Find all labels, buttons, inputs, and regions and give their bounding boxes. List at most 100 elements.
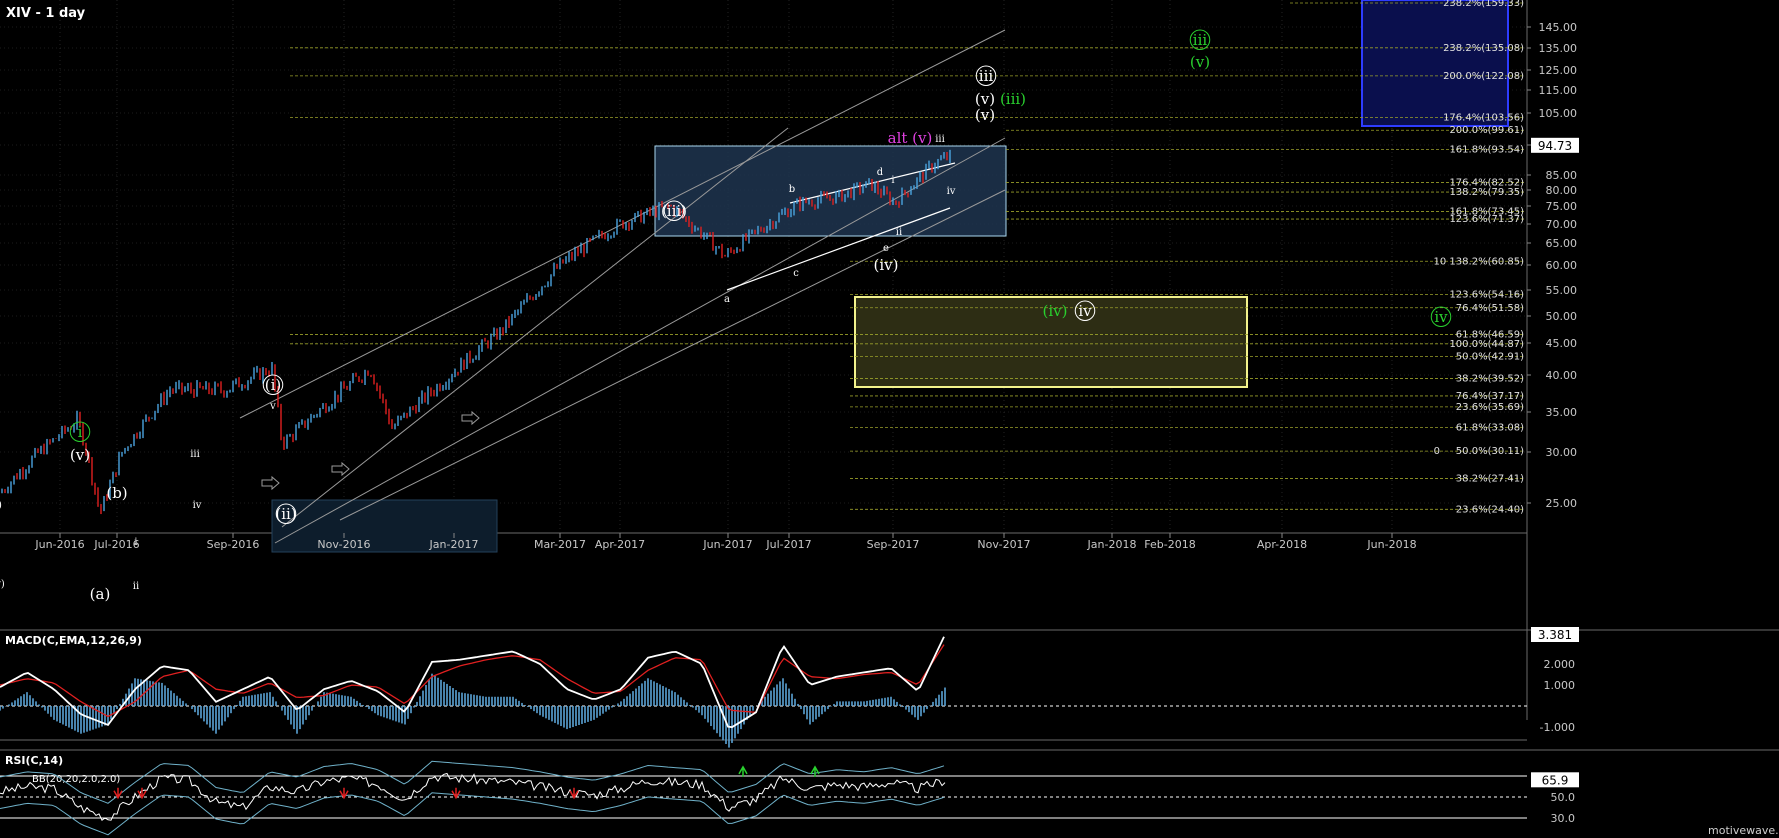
wave-label: (v): [975, 106, 995, 124]
chart-title: XIV - 1 day: [6, 6, 86, 21]
arrow-marker: [331, 461, 350, 477]
wave-label: c: [793, 268, 799, 279]
fib-label: 23.6%(24.40): [1456, 504, 1524, 515]
fib-label: 76.4%(37.17): [1456, 391, 1524, 402]
fib-label: 123.6%(54.16): [1449, 289, 1524, 300]
wave-label: ): [0, 500, 2, 511]
macd-signal-line: [0, 644, 945, 718]
rsi-signal-arrow: [569, 787, 579, 800]
wave-label: (v): [975, 90, 995, 108]
fib-label: 50.0%(30.11): [1456, 446, 1524, 457]
wave-label: (iii): [1000, 90, 1026, 108]
macd-title: MACD(C,EMA,12,26,9): [5, 634, 142, 647]
rsi-last-label: 65.9: [1542, 773, 1569, 787]
navy-target-box: [1361, 0, 1509, 127]
rsi-signal-arrow: [339, 787, 349, 800]
x-tick-label: Jan-2018: [1087, 538, 1137, 551]
fib-label: 200.0%(122.08): [1443, 71, 1524, 82]
rsi-tick-label: 30.0: [1551, 812, 1576, 825]
support-box: [271, 499, 498, 553]
fib-label: 200.0%(99.61): [1449, 125, 1524, 136]
y-tick-label: 65.00: [1546, 237, 1578, 250]
y-tick-label: 45.00: [1546, 337, 1578, 350]
y-tick-label: 75.00: [1546, 200, 1578, 213]
wave-label: b: [789, 184, 795, 195]
rsi-signal-arrow: [738, 765, 748, 777]
x-tick-label: Jun-2018: [1366, 538, 1416, 551]
x-tick-label: Jul-2016: [93, 538, 139, 551]
rsi-bb-lower: [0, 792, 945, 836]
y-tick-label: 125.00: [1539, 64, 1578, 77]
y-tick-label: 55.00: [1546, 284, 1578, 297]
x-tick-label: Jan-2017: [429, 538, 479, 551]
wave-circle: [1430, 306, 1452, 327]
wave-label: iii: [979, 67, 994, 85]
fib-label: 50.0%(42.91): [1456, 351, 1524, 362]
fib-label: 238.2%(159.33): [1443, 0, 1524, 9]
x-tick-label: Mar-2017: [534, 538, 586, 551]
y-tick-label: 50.00: [1546, 310, 1578, 323]
wave-label: iv: [193, 500, 202, 511]
fib-label: 123.6%(71.37): [1449, 214, 1524, 225]
fib-label: 38.2%(27.41): [1456, 473, 1524, 484]
y-tick-label: 35.00: [1546, 406, 1578, 419]
fib-label: 176.4%(82.52): [1449, 177, 1524, 188]
fib-label: 238.2%(135.08): [1443, 43, 1524, 54]
x-tick-label: Sep-2016: [207, 538, 260, 551]
y-axis: 25.00 30.00 35.00 40.00 45.00 50.00 55.00 60.00…: [1527, 21, 1579, 510]
macd-last-badge: [1531, 626, 1579, 642]
wave-label: ii: [896, 227, 902, 238]
wave-circle: [1189, 29, 1211, 50]
wave-label: iv: [947, 186, 956, 197]
rsi-panel[interactable]: RSI(C,14) BB(20,20,2.0,2.0) 50.0 30.0 65.9: [0, 749, 1779, 836]
fib-label: 61.8%(33.08): [1456, 422, 1524, 433]
fib-label: 138.2%(79.35): [1449, 187, 1524, 198]
wave-label: i: [134, 537, 137, 548]
macd-last-label: 3.381: [1538, 628, 1572, 642]
fib-label: 176.4%(103.56): [1443, 113, 1524, 124]
trend-channels: [239, 29, 1006, 544]
yellow-target-box: [854, 296, 1248, 388]
wave-label: alt (v): [888, 129, 933, 147]
x-tick-label: Jun-2016: [34, 538, 84, 551]
x-tick-label: Apr-2017: [595, 538, 645, 551]
rsi-title: RSI(C,14): [5, 754, 63, 767]
wave-circle: [262, 374, 284, 395]
wave-label: iv: [1078, 302, 1092, 320]
y-tick-label: 60.00: [1546, 259, 1578, 272]
wave-label: (iv): [874, 256, 899, 274]
x-tick-label: Jul-2017: [765, 538, 811, 551]
grid: [0, 0, 1528, 720]
y-tick-label: 105.00: [1539, 107, 1578, 120]
rsi-bb-legend: BB(20,20,2.0,2.0): [32, 774, 120, 785]
wave-label: (iii): [661, 202, 687, 220]
y-tick-label: 145.00: [1539, 21, 1578, 34]
rsi-signal-arrow: [451, 787, 461, 800]
fib-label: 61.8%(46.59): [1456, 329, 1524, 340]
y-tick-label: 30.00: [1546, 446, 1578, 459]
wave-label: (v): [1190, 53, 1210, 71]
price-bars[interactable]: [1, 149, 951, 515]
wave-circle: [975, 65, 997, 86]
fib-label: 0: [1434, 446, 1440, 457]
y-tick-label: 85.00: [1546, 169, 1578, 182]
rsi-bb-upper: [0, 760, 945, 804]
wave-label: a: [724, 294, 730, 305]
x-tick-label: Feb-2018: [1144, 538, 1195, 551]
channel-line: [339, 189, 1006, 521]
fib-label: 23.6%(35.69): [1456, 402, 1524, 413]
fib-label: 76.4%(51.58): [1456, 303, 1524, 314]
wave-label: v): [0, 579, 5, 590]
blue-target-box: [654, 145, 1007, 237]
last-price-badge: [1531, 137, 1579, 153]
rsi-last-badge: [1531, 772, 1579, 788]
arrow-marker: [261, 475, 280, 491]
wave-label: iii: [190, 449, 200, 460]
x-tick-label: Apr-2018: [1257, 538, 1307, 551]
wave-label: (ii): [275, 505, 296, 523]
macd-tick-label: -1.000: [1540, 721, 1575, 734]
macd-panel[interactable]: MACD(C,EMA,12,26,9) 2.000 1.000 -1.000 3.381: [0, 626, 1779, 748]
y-tick-label: 25.00: [1546, 497, 1578, 510]
wave-label: iv: [1434, 308, 1448, 326]
wave-label: (i): [265, 376, 282, 394]
